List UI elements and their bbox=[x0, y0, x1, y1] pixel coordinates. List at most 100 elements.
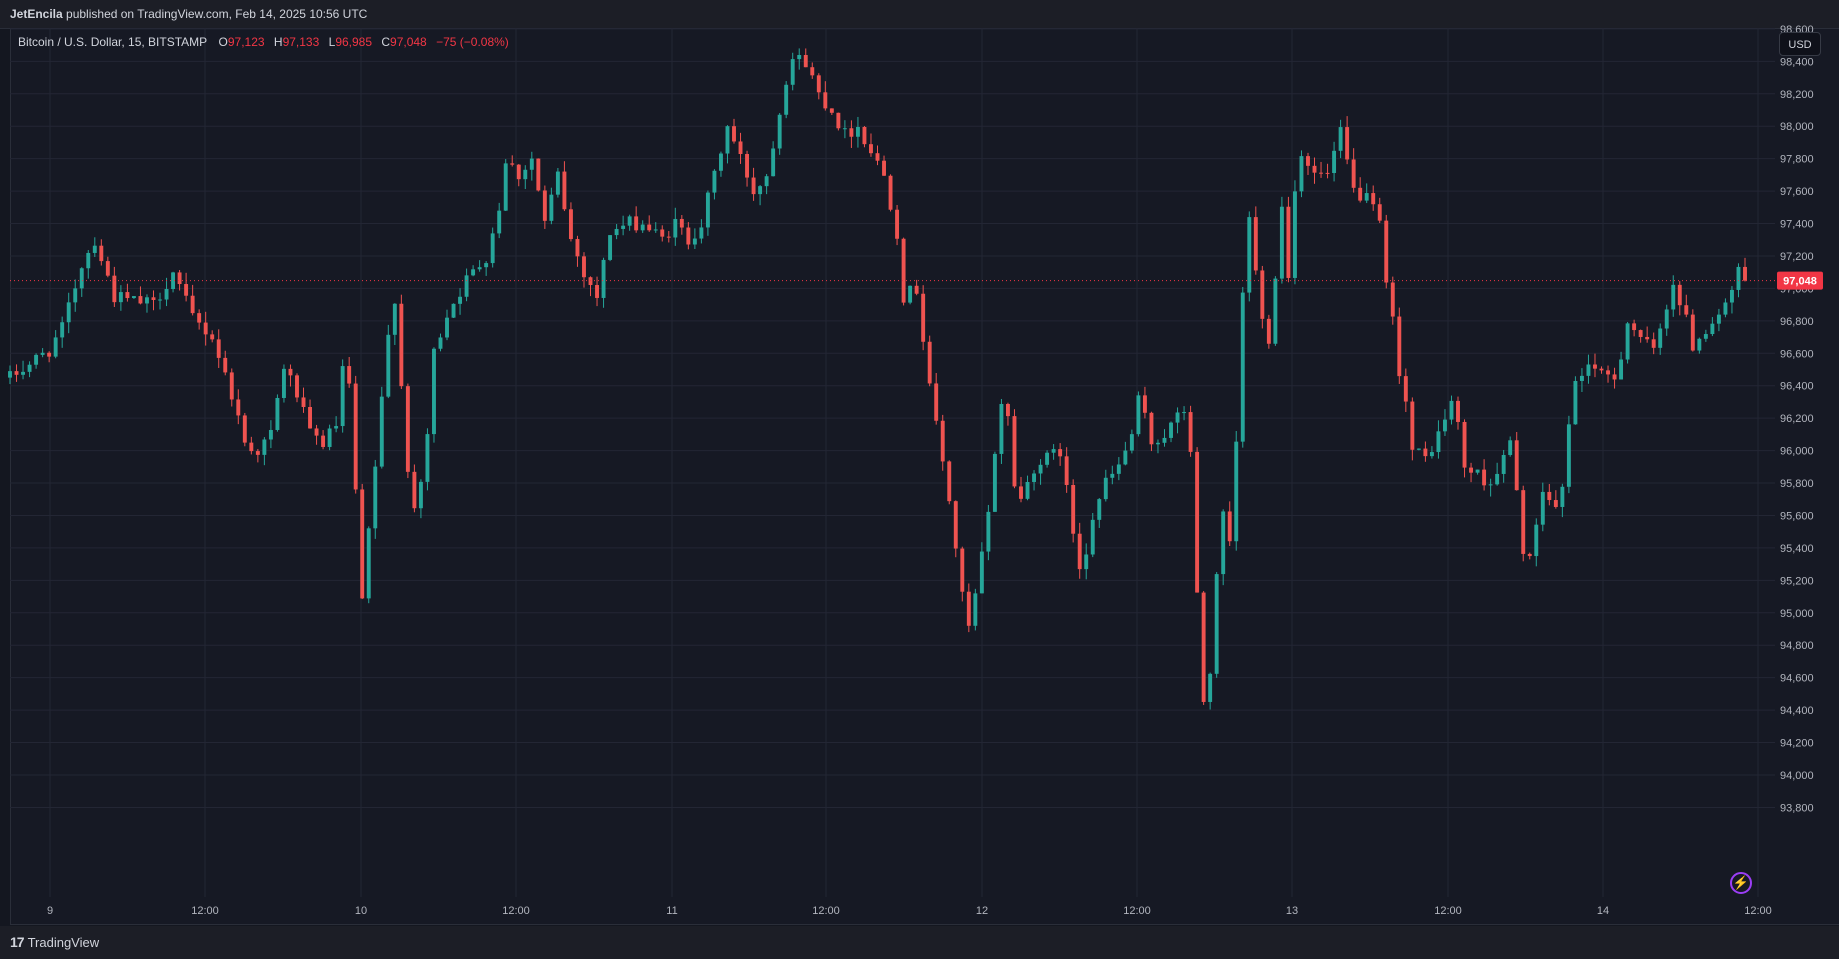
candle-body bbox=[197, 313, 202, 323]
candle-body bbox=[1005, 403, 1010, 417]
candle-body bbox=[1723, 302, 1728, 315]
change-value: −75 (−0.08%) bbox=[436, 35, 509, 49]
author-name[interactable]: JetEncila bbox=[10, 7, 63, 21]
candle-body bbox=[1475, 469, 1480, 473]
candle-body bbox=[1553, 500, 1558, 507]
price-tick-label: 98,000 bbox=[1780, 121, 1814, 133]
candle-body bbox=[999, 403, 1004, 454]
candle-body bbox=[875, 153, 880, 161]
candle-body bbox=[992, 453, 997, 512]
candle-body bbox=[1397, 316, 1402, 377]
candle-body bbox=[1612, 374, 1617, 380]
candle-body bbox=[882, 160, 886, 176]
candle-body bbox=[1195, 451, 1200, 593]
candle-body bbox=[347, 366, 352, 384]
candle-body bbox=[1051, 449, 1056, 453]
candle-body bbox=[1292, 191, 1297, 278]
tradingview-logo[interactable]: 17 TradingView bbox=[10, 932, 99, 952]
candle-body bbox=[138, 296, 143, 304]
candle-body bbox=[86, 252, 91, 269]
candle-body bbox=[810, 67, 815, 76]
candle-body bbox=[1234, 441, 1239, 542]
candle-body bbox=[1456, 400, 1460, 422]
candle-body bbox=[1736, 266, 1741, 290]
candle-body bbox=[40, 352, 45, 355]
candle-body bbox=[1025, 481, 1030, 499]
candle-body bbox=[523, 169, 528, 180]
candle-body bbox=[1351, 159, 1356, 188]
candle-body bbox=[1377, 204, 1382, 221]
candle-body bbox=[1058, 449, 1063, 457]
candle-body bbox=[862, 126, 867, 145]
candle-body bbox=[914, 285, 919, 294]
candle-body bbox=[1175, 412, 1180, 423]
price-tick-label: 96,000 bbox=[1780, 446, 1814, 458]
candle-body bbox=[1299, 156, 1304, 192]
candle-body bbox=[1123, 450, 1128, 465]
candle-body bbox=[595, 285, 599, 298]
candle-body bbox=[451, 303, 456, 318]
time-tick-label: 10 bbox=[355, 905, 367, 917]
candle-body bbox=[210, 334, 215, 340]
candle-body bbox=[242, 415, 247, 443]
candle-body bbox=[379, 396, 384, 467]
candle-body bbox=[1279, 206, 1284, 279]
candle-body bbox=[614, 228, 619, 236]
candle-body bbox=[477, 267, 482, 270]
candle-body bbox=[1547, 491, 1552, 501]
candle-body bbox=[1364, 193, 1369, 201]
candle-body bbox=[438, 337, 443, 349]
candle-body bbox=[634, 216, 639, 231]
time-tick-label: 12:00 bbox=[1123, 905, 1151, 917]
candle-body bbox=[1312, 165, 1317, 173]
candle-body bbox=[1658, 328, 1663, 348]
candle-body bbox=[249, 442, 254, 452]
candle-body bbox=[979, 551, 984, 594]
candle-body bbox=[503, 163, 508, 211]
candle-body bbox=[1338, 127, 1343, 151]
candle-body bbox=[816, 75, 821, 93]
candle-body bbox=[934, 383, 939, 421]
candle-body bbox=[288, 368, 293, 376]
candle-body bbox=[1495, 473, 1500, 485]
candle-body bbox=[79, 268, 84, 289]
candle-body bbox=[1443, 419, 1447, 432]
candle-body bbox=[399, 303, 404, 387]
symbol-title[interactable]: Bitcoin / U.S. Dollar, 15, BITSTAMP bbox=[18, 35, 208, 49]
candle-body bbox=[1077, 533, 1082, 570]
candle-body bbox=[308, 406, 312, 429]
candle-body bbox=[666, 236, 671, 238]
candle-body bbox=[608, 235, 613, 260]
candle-body bbox=[1064, 456, 1069, 485]
time-tick-label: 12:00 bbox=[1744, 905, 1772, 917]
candle-body bbox=[1169, 422, 1173, 438]
candle-body bbox=[960, 548, 965, 592]
candle-body bbox=[712, 170, 717, 193]
flash-icon[interactable]: ⚡ bbox=[1730, 872, 1752, 894]
candle-body bbox=[1599, 368, 1604, 371]
candle-body bbox=[464, 275, 469, 297]
candle-body bbox=[947, 461, 952, 502]
candle-body bbox=[1371, 193, 1376, 205]
candle-body bbox=[627, 216, 632, 226]
candle-body bbox=[60, 322, 65, 338]
candle-body bbox=[842, 128, 847, 130]
candle-body bbox=[1508, 440, 1513, 455]
candle-body bbox=[27, 364, 32, 372]
candle-body bbox=[588, 277, 593, 286]
currency-button[interactable]: USD bbox=[1779, 32, 1821, 56]
price-tick-label: 93,800 bbox=[1780, 802, 1814, 814]
candle-body bbox=[458, 296, 463, 304]
candle-body bbox=[1514, 440, 1519, 491]
candle-body bbox=[908, 285, 913, 303]
candle-body bbox=[418, 481, 423, 509]
price-tick-label: 96,200 bbox=[1780, 413, 1814, 425]
candle-body bbox=[281, 368, 286, 398]
candle-body bbox=[1110, 473, 1115, 478]
candle-body bbox=[549, 194, 554, 221]
candle-body bbox=[223, 357, 228, 373]
candle-body bbox=[803, 54, 808, 68]
candle-body bbox=[1645, 336, 1650, 340]
candle-body bbox=[510, 163, 515, 165]
